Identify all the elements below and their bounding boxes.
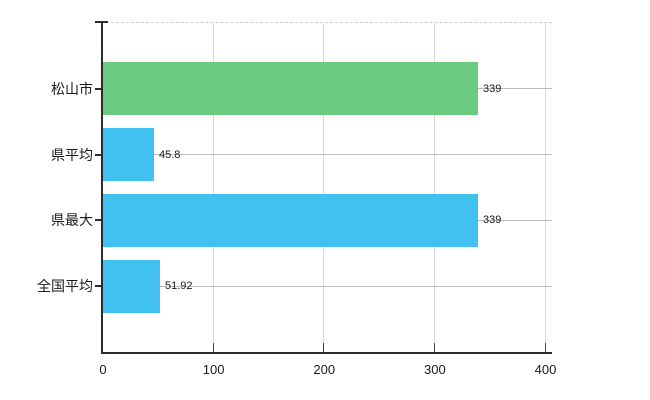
x-axis-tick [212, 343, 214, 352]
bar[interactable] [103, 62, 478, 115]
y-axis-tick [95, 285, 101, 287]
x-gridline [323, 23, 325, 352]
bar[interactable] [103, 128, 154, 181]
y-axis-tick [95, 154, 101, 156]
category-gridline [103, 154, 552, 155]
bar[interactable] [103, 260, 160, 313]
bar-value-label: 51.92 [165, 280, 193, 292]
bar[interactable] [103, 194, 478, 247]
x-gridline [212, 23, 214, 352]
x-tick-label: 0 [99, 362, 107, 377]
category-gridline [103, 286, 552, 287]
y-axis-tick [95, 219, 101, 221]
bar-value-label: 339 [483, 83, 502, 95]
x-axis-tick [544, 343, 546, 352]
x-tick-label: 100 [202, 362, 225, 377]
x-tick-label: 300 [424, 362, 446, 377]
category-label: 松山市 [51, 81, 93, 97]
x-tick-label: 200 [313, 362, 336, 377]
plot-area: 339 45.8 339 51.92 [101, 22, 552, 354]
y-axis-top-tick [95, 21, 108, 23]
x-gridline [433, 23, 435, 352]
x-axis-tick [323, 343, 325, 352]
category-label: 県最大 [51, 212, 93, 228]
x-tick-label: 400 [534, 362, 557, 377]
y-axis-tick [95, 88, 101, 90]
x-axis-tick [433, 343, 435, 352]
bar-value-label: 45.8 [159, 149, 181, 161]
bar-value-label: 339 [483, 214, 502, 226]
category-label: 全国平均 [37, 278, 93, 294]
x-gridline [544, 23, 546, 352]
category-label: 県平均 [51, 147, 93, 163]
